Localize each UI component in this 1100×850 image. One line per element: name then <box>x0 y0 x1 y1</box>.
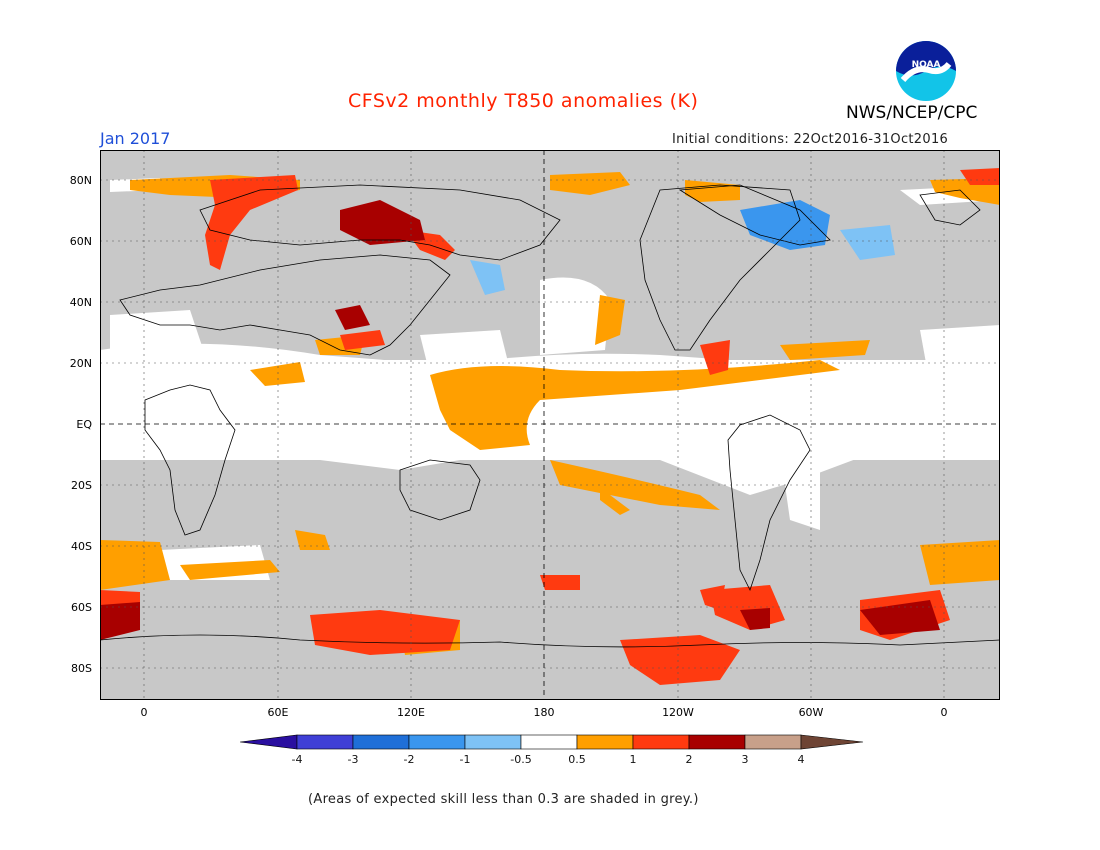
lat-label: 60N <box>70 235 92 248</box>
lat-label: 80N <box>70 174 92 187</box>
colorbar: -4 -3 -2 -1 -0.5 0.5 1 2 3 4 <box>240 734 864 766</box>
colorbar-label: 1 <box>630 753 637 766</box>
colorbar-bin <box>408 734 466 750</box>
equator-dateline <box>100 150 1000 700</box>
coastlines <box>100 184 1000 648</box>
colorbar-label: -3 <box>348 753 359 766</box>
colorbar-bin <box>296 734 354 750</box>
logo-text: NOAA <box>912 60 941 70</box>
cool-anomalies <box>470 200 895 295</box>
lon-label: 60W <box>799 706 824 719</box>
colorbar-label: 2 <box>686 753 693 766</box>
lon-label: 180 <box>534 706 555 719</box>
lon-label: 120E <box>397 706 425 719</box>
skill-footnote: (Areas of expected skill less than 0.3 a… <box>308 792 699 807</box>
colorbar-bin <box>744 734 802 750</box>
noaa-logo-icon: NOAA <box>896 41 956 101</box>
colorbar-bin <box>576 734 634 750</box>
lat-label: 20S <box>71 479 92 492</box>
agency-label: NWS/NCEP/CPC <box>846 103 978 123</box>
colorbar-label: 0.5 <box>568 753 586 766</box>
lon-label: 0 <box>141 706 148 719</box>
longitude-axis: 0 60E 120E 180 120W 60W 0 <box>141 706 948 719</box>
colorbar-bin <box>464 734 522 750</box>
initial-conditions: Initial conditions: 22Oct2016-31Oct2016 <box>672 132 949 147</box>
latitude-axis: 80N 60N 40N 20N EQ 20S 40S 60S 80S <box>70 174 93 675</box>
colorbar-arrow-high <box>800 734 864 750</box>
colorbar-bin <box>520 734 578 750</box>
colorbar-label: 3 <box>742 753 749 766</box>
chart-title: CFSv2 monthly T850 anomalies (K) <box>348 90 699 112</box>
lat-lon-grid <box>100 150 1000 700</box>
forecast-month: Jan 2017 <box>100 129 171 148</box>
lon-label: 120W <box>662 706 694 719</box>
lat-label: 40N <box>70 296 92 309</box>
lat-label: EQ <box>76 418 92 431</box>
colorbar-bin <box>352 734 410 750</box>
neutral-regions <box>100 178 1000 580</box>
colorbar-bin <box>688 734 746 750</box>
colorbar-label: -4 <box>292 753 303 766</box>
lon-label: 60E <box>268 706 289 719</box>
lat-label: 80S <box>71 662 92 675</box>
warm-anomalies-2-3 <box>100 200 940 640</box>
colorbar-label: -1 <box>460 753 471 766</box>
colorbar-label: 4 <box>798 753 805 766</box>
lat-label: 60S <box>71 601 92 614</box>
colorbar-label: -0.5 <box>510 753 531 766</box>
lat-label: 20N <box>70 357 92 370</box>
anomaly-map <box>100 150 1000 700</box>
colorbar-bin <box>632 734 690 750</box>
lon-label: 0 <box>941 706 948 719</box>
colorbar-arrow-low <box>240 734 298 750</box>
lat-label: 40S <box>71 540 92 553</box>
colorbar-label: -2 <box>404 753 415 766</box>
